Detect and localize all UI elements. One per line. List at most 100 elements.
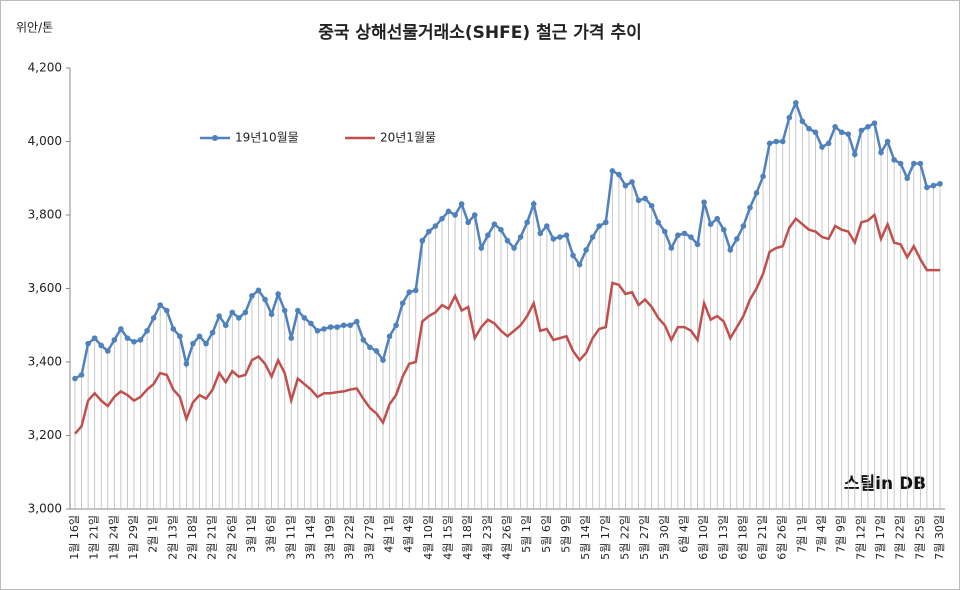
- point: [485, 232, 491, 239]
- point: [550, 236, 557, 242]
- point: [465, 219, 471, 226]
- x-tick-label: 2월 21일: [205, 515, 219, 560]
- point: [924, 184, 930, 191]
- x-tick-label: 6월 26일: [775, 515, 789, 560]
- point: [530, 201, 537, 207]
- point: [268, 311, 275, 318]
- point: [308, 320, 314, 327]
- point: [157, 302, 163, 308]
- point: [498, 226, 504, 233]
- point: [616, 171, 622, 178]
- point: [779, 138, 786, 145]
- point: [452, 212, 458, 218]
- chart-title: 중국 상해선물거래소(SHFE) 철근 가격 추이: [318, 23, 642, 43]
- point: [406, 289, 413, 295]
- point: [557, 234, 563, 240]
- point: [753, 190, 760, 196]
- x-tick-label: 3월 6일: [264, 515, 278, 553]
- x-tick-label: 3월 11일: [283, 515, 297, 560]
- point: [131, 338, 137, 345]
- x-tick-label: 4월 10일: [421, 515, 435, 560]
- point: [845, 131, 852, 137]
- point: [236, 315, 242, 321]
- point: [445, 208, 452, 215]
- x-tick-label: 6월 18일: [735, 515, 749, 560]
- y-tick-label: 3,800: [28, 208, 62, 222]
- point: [583, 247, 589, 253]
- point: [832, 124, 838, 130]
- point: [937, 180, 943, 187]
- x-tick-label: 5월 9일: [558, 515, 572, 553]
- point: [635, 197, 642, 204]
- point: [930, 182, 937, 189]
- point: [609, 168, 616, 174]
- point: [727, 247, 734, 253]
- x-tick-label: 7월 22일: [893, 515, 907, 560]
- point: [222, 322, 229, 329]
- point: [897, 160, 904, 167]
- point: [91, 335, 98, 341]
- x-tick-label: 2월 1일: [146, 515, 160, 553]
- point: [340, 322, 347, 329]
- point: [150, 315, 157, 321]
- point: [563, 232, 570, 239]
- point: [419, 237, 426, 244]
- point: [471, 212, 478, 218]
- point: [118, 326, 124, 332]
- point: [504, 237, 511, 244]
- point: [144, 327, 150, 334]
- point: [255, 287, 262, 294]
- point: [72, 375, 78, 382]
- x-tick-label: 3월 14일: [303, 515, 317, 560]
- point: [98, 342, 105, 349]
- point: [393, 322, 399, 329]
- point: [295, 307, 301, 314]
- point: [478, 245, 485, 251]
- x-tick-label: 4월 18일: [460, 515, 474, 560]
- point: [707, 221, 714, 227]
- x-tick-label: 4월 26일: [500, 515, 514, 560]
- point: [576, 261, 583, 268]
- point: [910, 160, 917, 167]
- point: [262, 296, 268, 303]
- x-tick-label: 4월 1일: [382, 515, 396, 553]
- point: [871, 120, 878, 126]
- x-tick-label: 3월 19일: [323, 515, 337, 560]
- x-tick-label: 7월 12일: [853, 515, 867, 560]
- point: [373, 348, 380, 354]
- x-tick-label: 2월 18일: [185, 515, 199, 560]
- point: [602, 219, 609, 226]
- point: [629, 179, 635, 185]
- point: [681, 230, 688, 237]
- x-tick-label: 7월 30일: [932, 515, 946, 560]
- point: [360, 337, 367, 343]
- point: [661, 228, 668, 235]
- point: [747, 204, 753, 211]
- point: [668, 245, 675, 251]
- point: [386, 333, 393, 340]
- point: [799, 118, 806, 125]
- y-axis-label: 위안/톤: [16, 21, 53, 35]
- x-tick-label: 5월 30일: [657, 515, 671, 560]
- series-line: [74, 212, 940, 435]
- point: [838, 129, 845, 136]
- x-tick-label: 6월 13일: [716, 515, 730, 560]
- point: [720, 226, 727, 233]
- point: [589, 234, 596, 240]
- point: [399, 300, 406, 307]
- point: [544, 223, 550, 229]
- point: [111, 337, 118, 343]
- point: [819, 144, 825, 150]
- point: [806, 125, 812, 132]
- x-tick-label: 4월 23일: [480, 515, 494, 560]
- x-tick-label: 7월 25일: [912, 515, 926, 560]
- point: [688, 234, 694, 240]
- point: [327, 324, 334, 330]
- watermark: 스틸in DB: [844, 473, 926, 494]
- point: [439, 215, 445, 222]
- point: [734, 236, 740, 242]
- point: [347, 322, 354, 329]
- x-tick-label: 5월 17일: [598, 515, 612, 560]
- point: [694, 241, 701, 248]
- point: [412, 287, 419, 294]
